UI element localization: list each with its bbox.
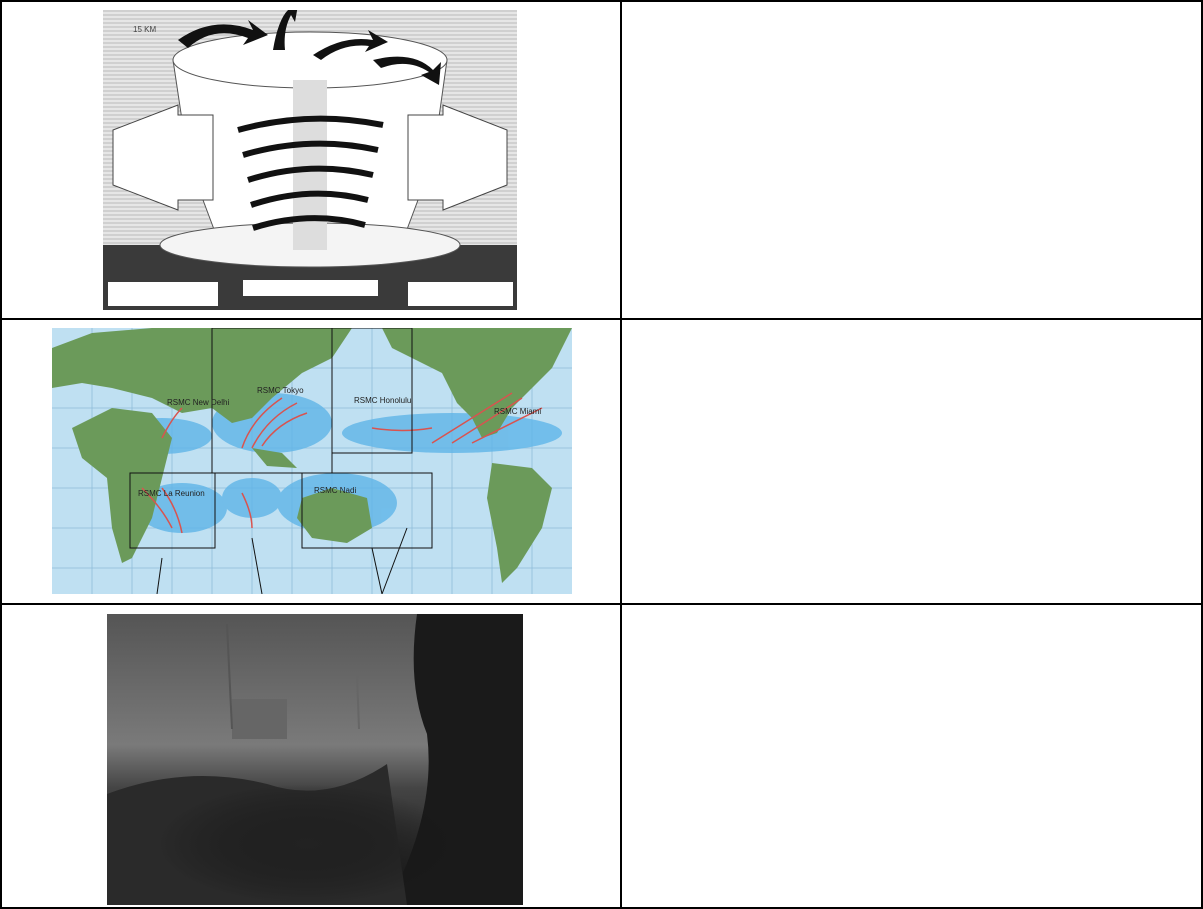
table-cell (620, 318, 1203, 605)
table-cell (620, 603, 1203, 909)
map-label: RSMC Miami (494, 407, 541, 416)
map-label: RSMC New Delhi (167, 398, 229, 407)
cyclone-map: RSMC New Delhi RSMC Tokyo RSMC Honolulu … (52, 328, 572, 594)
map-label: RSMC Tokyo (257, 386, 304, 395)
map-label: RSMC Nadi (314, 486, 356, 495)
map-label: RSMC Honolulu (354, 396, 411, 405)
map-label: RSMC La Reunion (138, 489, 205, 498)
diagram-label: 15 KM (133, 25, 156, 34)
storm-photo (107, 614, 523, 905)
hurricane-diagram: 15 KM (103, 10, 517, 310)
table-cell (620, 0, 1203, 320)
